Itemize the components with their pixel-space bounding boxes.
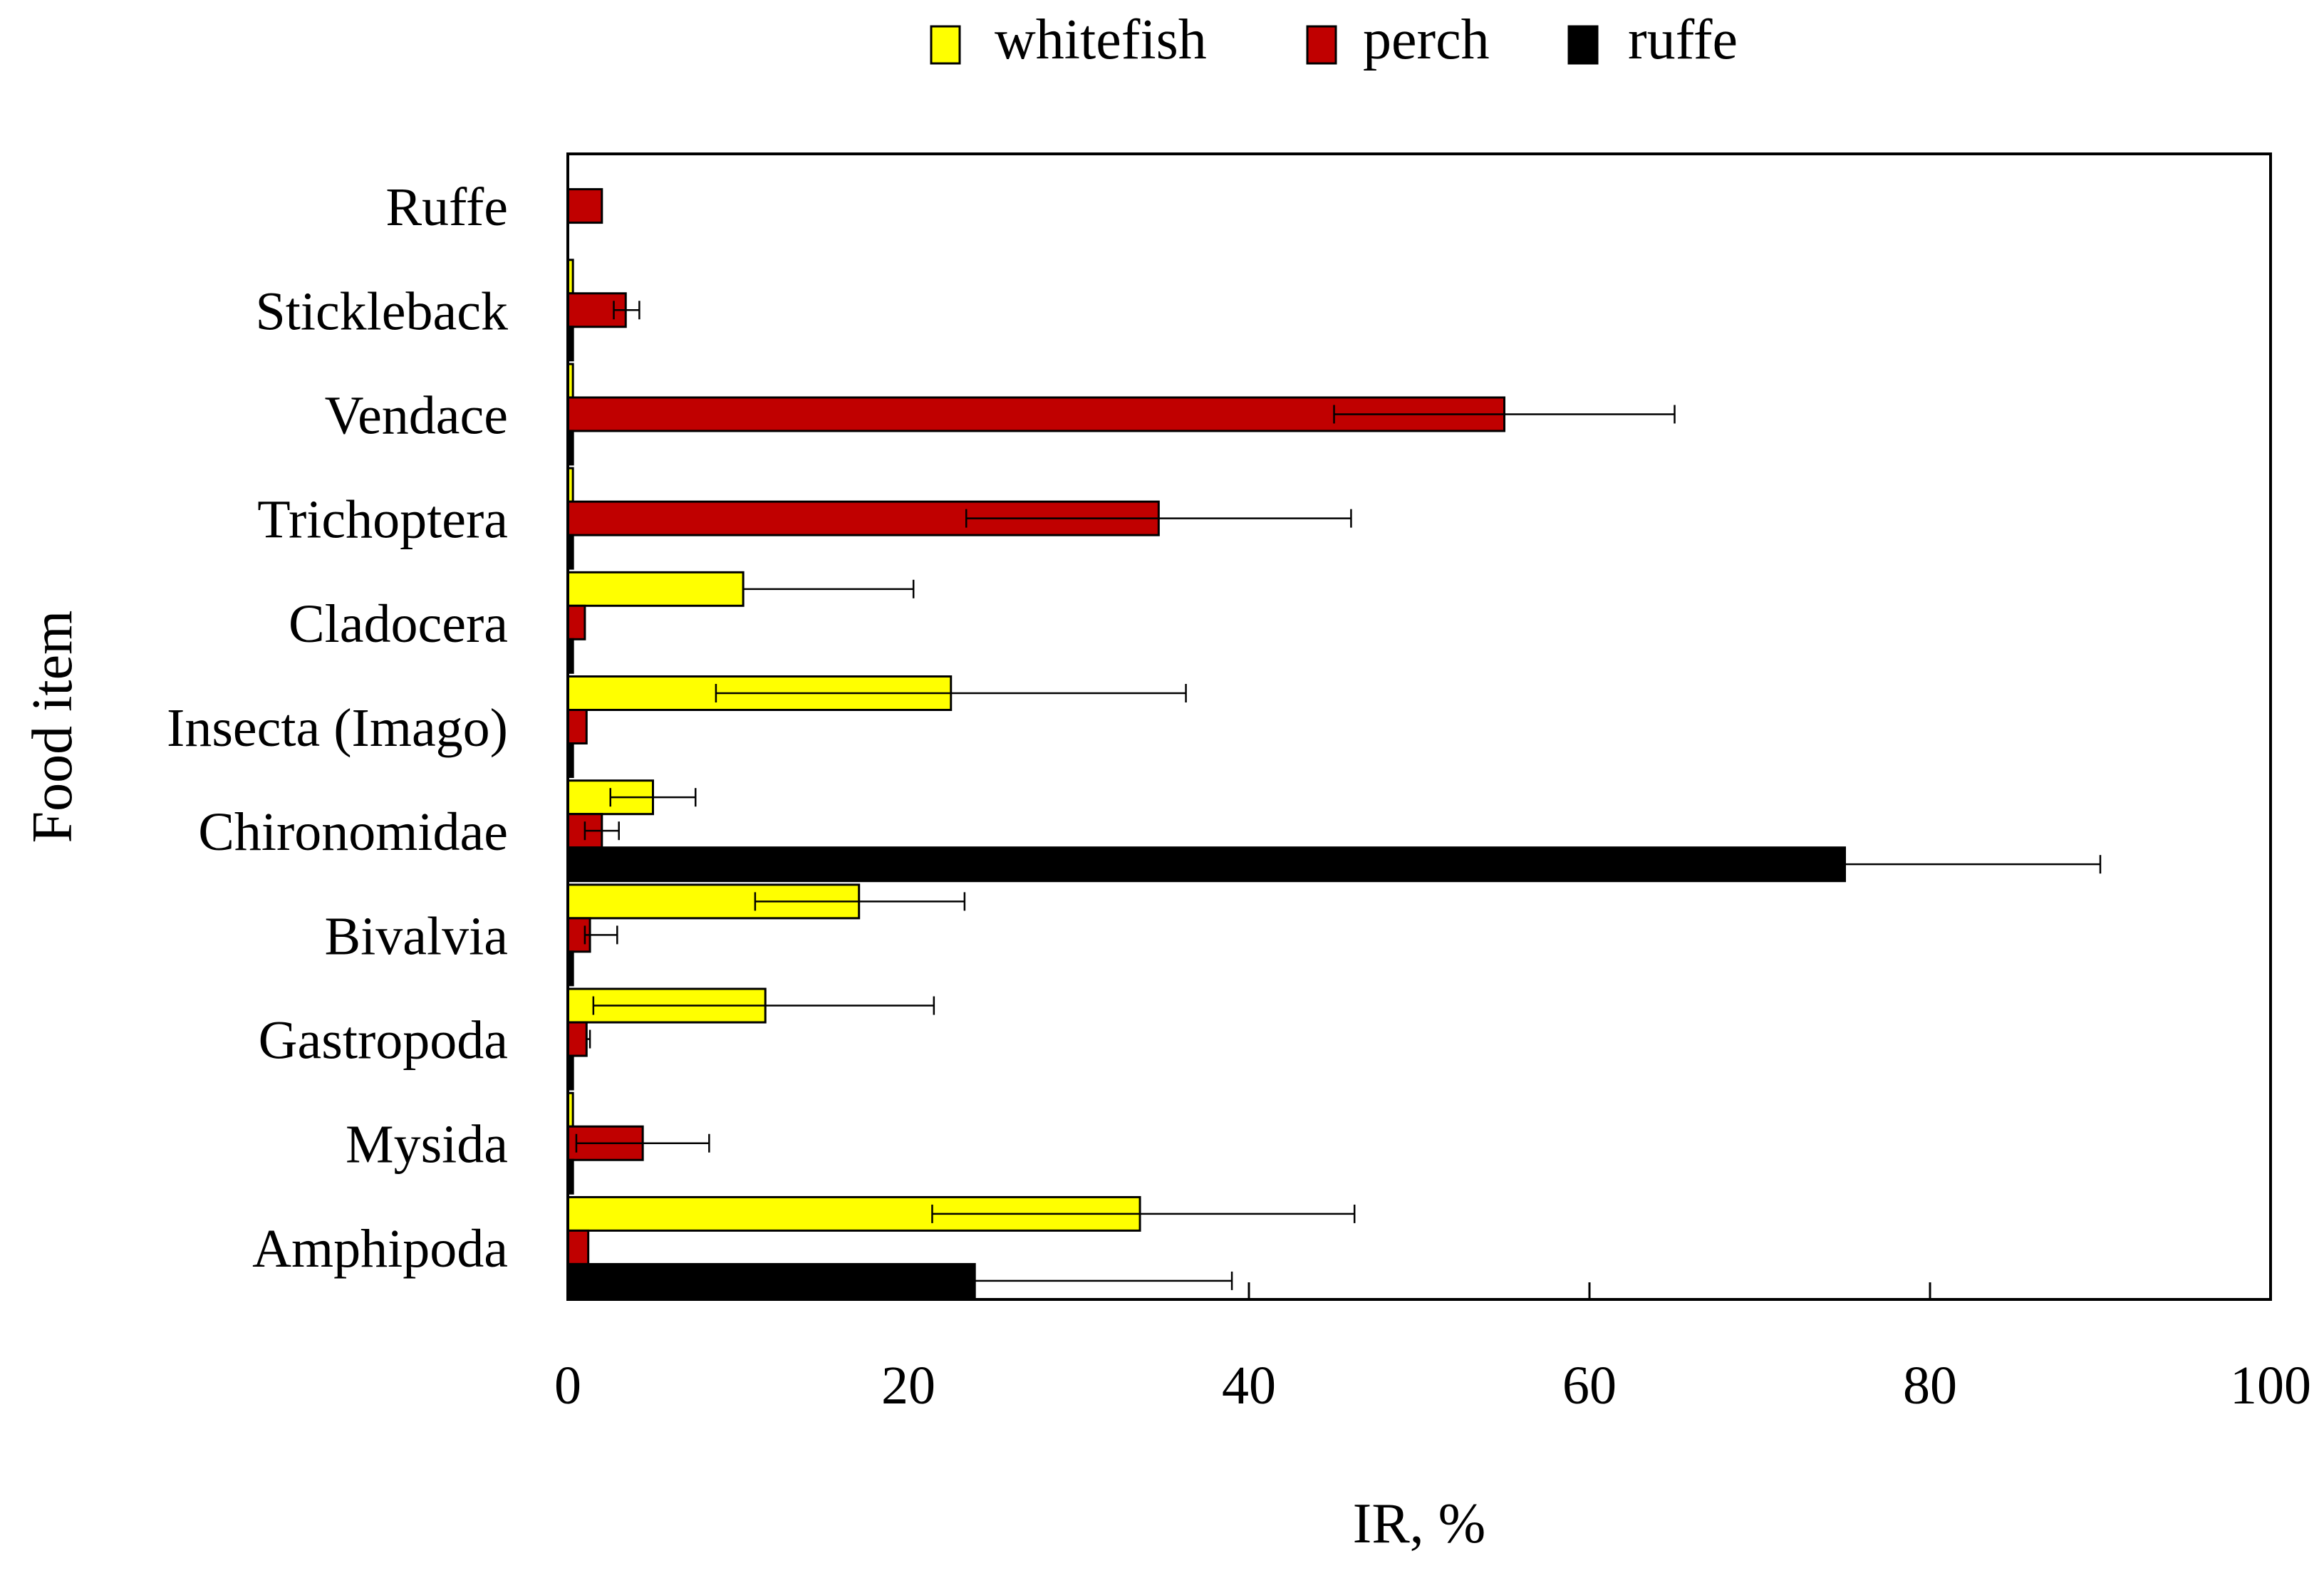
category-label-amphipoda: Amphipoda	[252, 1219, 508, 1279]
category-label-stickleback: Stickleback	[255, 281, 508, 341]
legend-label-ruffe: ruffe	[1628, 9, 1738, 71]
legend-swatch-whitefish	[930, 25, 961, 65]
category-label-mysida: Mysida	[346, 1115, 508, 1175]
category-label-cladocera: Cladocera	[289, 594, 508, 654]
bar-whitefish-cladocera	[566, 571, 745, 607]
bar-ruffe-amphipoda	[566, 1262, 976, 1299]
x-axis-label: IR, %	[1353, 1492, 1486, 1555]
y-labels-layer: Ruffe Stickleback Vendace Trichoptera Cladoc…	[167, 177, 508, 1279]
category-label-vendace: Vendace	[325, 385, 508, 445]
category-label-chironomidae: Chironomidae	[198, 802, 508, 862]
legend-label-perch: perch	[1363, 9, 1490, 71]
category-label-trichoptera: Trichoptera	[257, 490, 508, 550]
category-label-gastropoda: Gastropoda	[259, 1011, 508, 1071]
legend-swatch-ruffe	[1567, 25, 1599, 65]
x-tick-label-0: 0	[554, 1356, 581, 1416]
x-tick-label-80: 80	[1903, 1356, 1957, 1416]
category-label-insecta-imago: Insecta (Imago)	[167, 698, 508, 758]
y-axis-label: Food item	[21, 611, 84, 843]
bar-perch-ruffe	[566, 188, 603, 224]
bar-perch-cladocera	[566, 604, 586, 640]
error-bars-layer	[575, 301, 2102, 1290]
x-ticks-layer: 0 20 40 60 80 100	[554, 1282, 2311, 1416]
x-tick-label-20: 20	[881, 1356, 935, 1416]
x-tick-label-100: 100	[2230, 1356, 2311, 1416]
category-label-ruffe: Ruffe	[385, 177, 508, 237]
plot-frame	[566, 152, 2272, 1301]
bar-perch-amphipoda	[566, 1229, 590, 1265]
x-tick-label-60: 60	[1562, 1356, 1617, 1416]
legend-label-whitefish: whitefish	[995, 9, 1207, 71]
bar-perch-gastropoda	[566, 1021, 588, 1057]
x-tick-label-40: 40	[1222, 1356, 1276, 1416]
category-label-bivalvia: Bivalvia	[324, 906, 508, 966]
legend: whitefish perch ruffe	[930, 9, 1738, 71]
legend-swatch-perch	[1306, 25, 1337, 65]
bar-perch-bivalvia	[566, 917, 591, 953]
bar-perch-insecta-imago	[566, 709, 588, 744]
bar-ruffe-chironomidae	[566, 846, 1846, 883]
